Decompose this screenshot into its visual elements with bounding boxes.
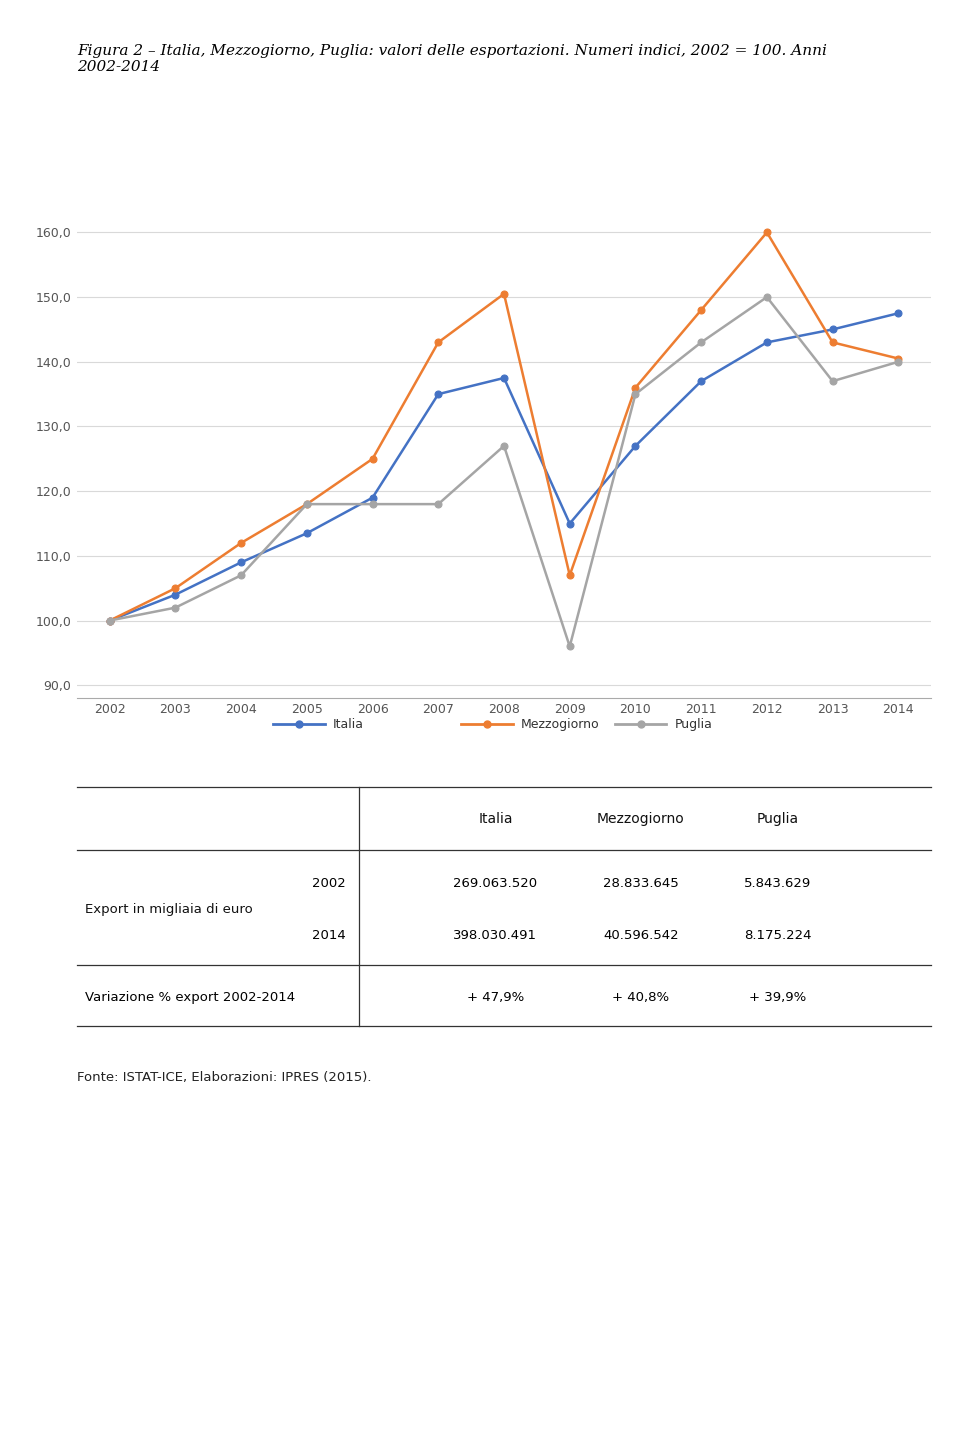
Text: + 47,9%: + 47,9% (467, 991, 524, 1004)
Italia (235, 554, 247, 572)
Text: 40.596.542: 40.596.542 (603, 929, 679, 942)
Puglia (761, 289, 773, 306)
Text: Italia: Italia (478, 811, 513, 826)
Mezzogiorno (433, 334, 444, 351)
Mezzogiorno (630, 379, 641, 396)
Mezzogiorno (367, 450, 378, 467)
Italia (564, 515, 575, 533)
Italia (761, 334, 773, 351)
Puglia (104, 612, 115, 630)
Text: Puglia: Puglia (675, 718, 712, 731)
Text: Mezzogiorno: Mezzogiorno (597, 811, 684, 826)
Text: 398.030.491: 398.030.491 (453, 929, 538, 942)
Puglia (630, 386, 641, 403)
Italia (827, 321, 838, 338)
Puglia (170, 599, 181, 617)
Text: Italia: Italia (333, 718, 364, 731)
Text: 28.833.645: 28.833.645 (603, 876, 679, 889)
Italia (104, 612, 115, 630)
Text: Variazione % export 2002-2014: Variazione % export 2002-2014 (85, 991, 296, 1004)
Puglia (235, 566, 247, 583)
Mezzogiorno (170, 579, 181, 596)
Puglia (695, 334, 707, 351)
Line: Mezzogiorno: Mezzogiorno (107, 229, 901, 624)
Puglia (301, 495, 313, 512)
Text: Figura 2 – Italia, Mezzogiorno, Puglia: valori delle esportazioni. Numeri indici: Figura 2 – Italia, Mezzogiorno, Puglia: … (77, 44, 827, 74)
Puglia (893, 353, 904, 370)
Text: + 40,8%: + 40,8% (612, 991, 669, 1004)
Italia (893, 305, 904, 322)
Puglia (367, 495, 378, 512)
Italia (498, 369, 510, 386)
Line: Italia: Italia (107, 309, 901, 624)
Text: Fonte: ISTAT-ICE, Elaborazioni: IPRES (2015).: Fonte: ISTAT-ICE, Elaborazioni: IPRES (2… (77, 1071, 372, 1084)
Text: 8.175.224: 8.175.224 (744, 929, 811, 942)
Italia (433, 386, 444, 403)
Italia (630, 437, 641, 454)
Mezzogiorno (761, 223, 773, 241)
Italia (695, 373, 707, 390)
Puglia (498, 437, 510, 454)
Mezzogiorno (564, 566, 575, 583)
Puglia (433, 495, 444, 512)
Text: 269.063.520: 269.063.520 (453, 876, 538, 889)
Text: 2002: 2002 (312, 876, 346, 889)
Puglia (564, 638, 575, 656)
Italia (301, 524, 313, 541)
Mezzogiorno (104, 612, 115, 630)
Line: Puglia: Puglia (107, 293, 901, 650)
Mezzogiorno (498, 286, 510, 303)
Text: Mezzogiorno: Mezzogiorno (521, 718, 600, 731)
Text: 2014: 2014 (312, 929, 346, 942)
Mezzogiorno (301, 495, 313, 512)
Italia (367, 489, 378, 506)
Mezzogiorno (235, 534, 247, 551)
Text: Puglia: Puglia (756, 811, 799, 826)
Italia (170, 586, 181, 604)
Text: Export in migliaia di euro: Export in migliaia di euro (85, 903, 253, 916)
Puglia (827, 373, 838, 390)
Mezzogiorno (893, 350, 904, 367)
Text: 5.843.629: 5.843.629 (744, 876, 811, 889)
Mezzogiorno (827, 334, 838, 351)
Text: + 39,9%: + 39,9% (749, 991, 806, 1004)
Mezzogiorno (695, 302, 707, 319)
